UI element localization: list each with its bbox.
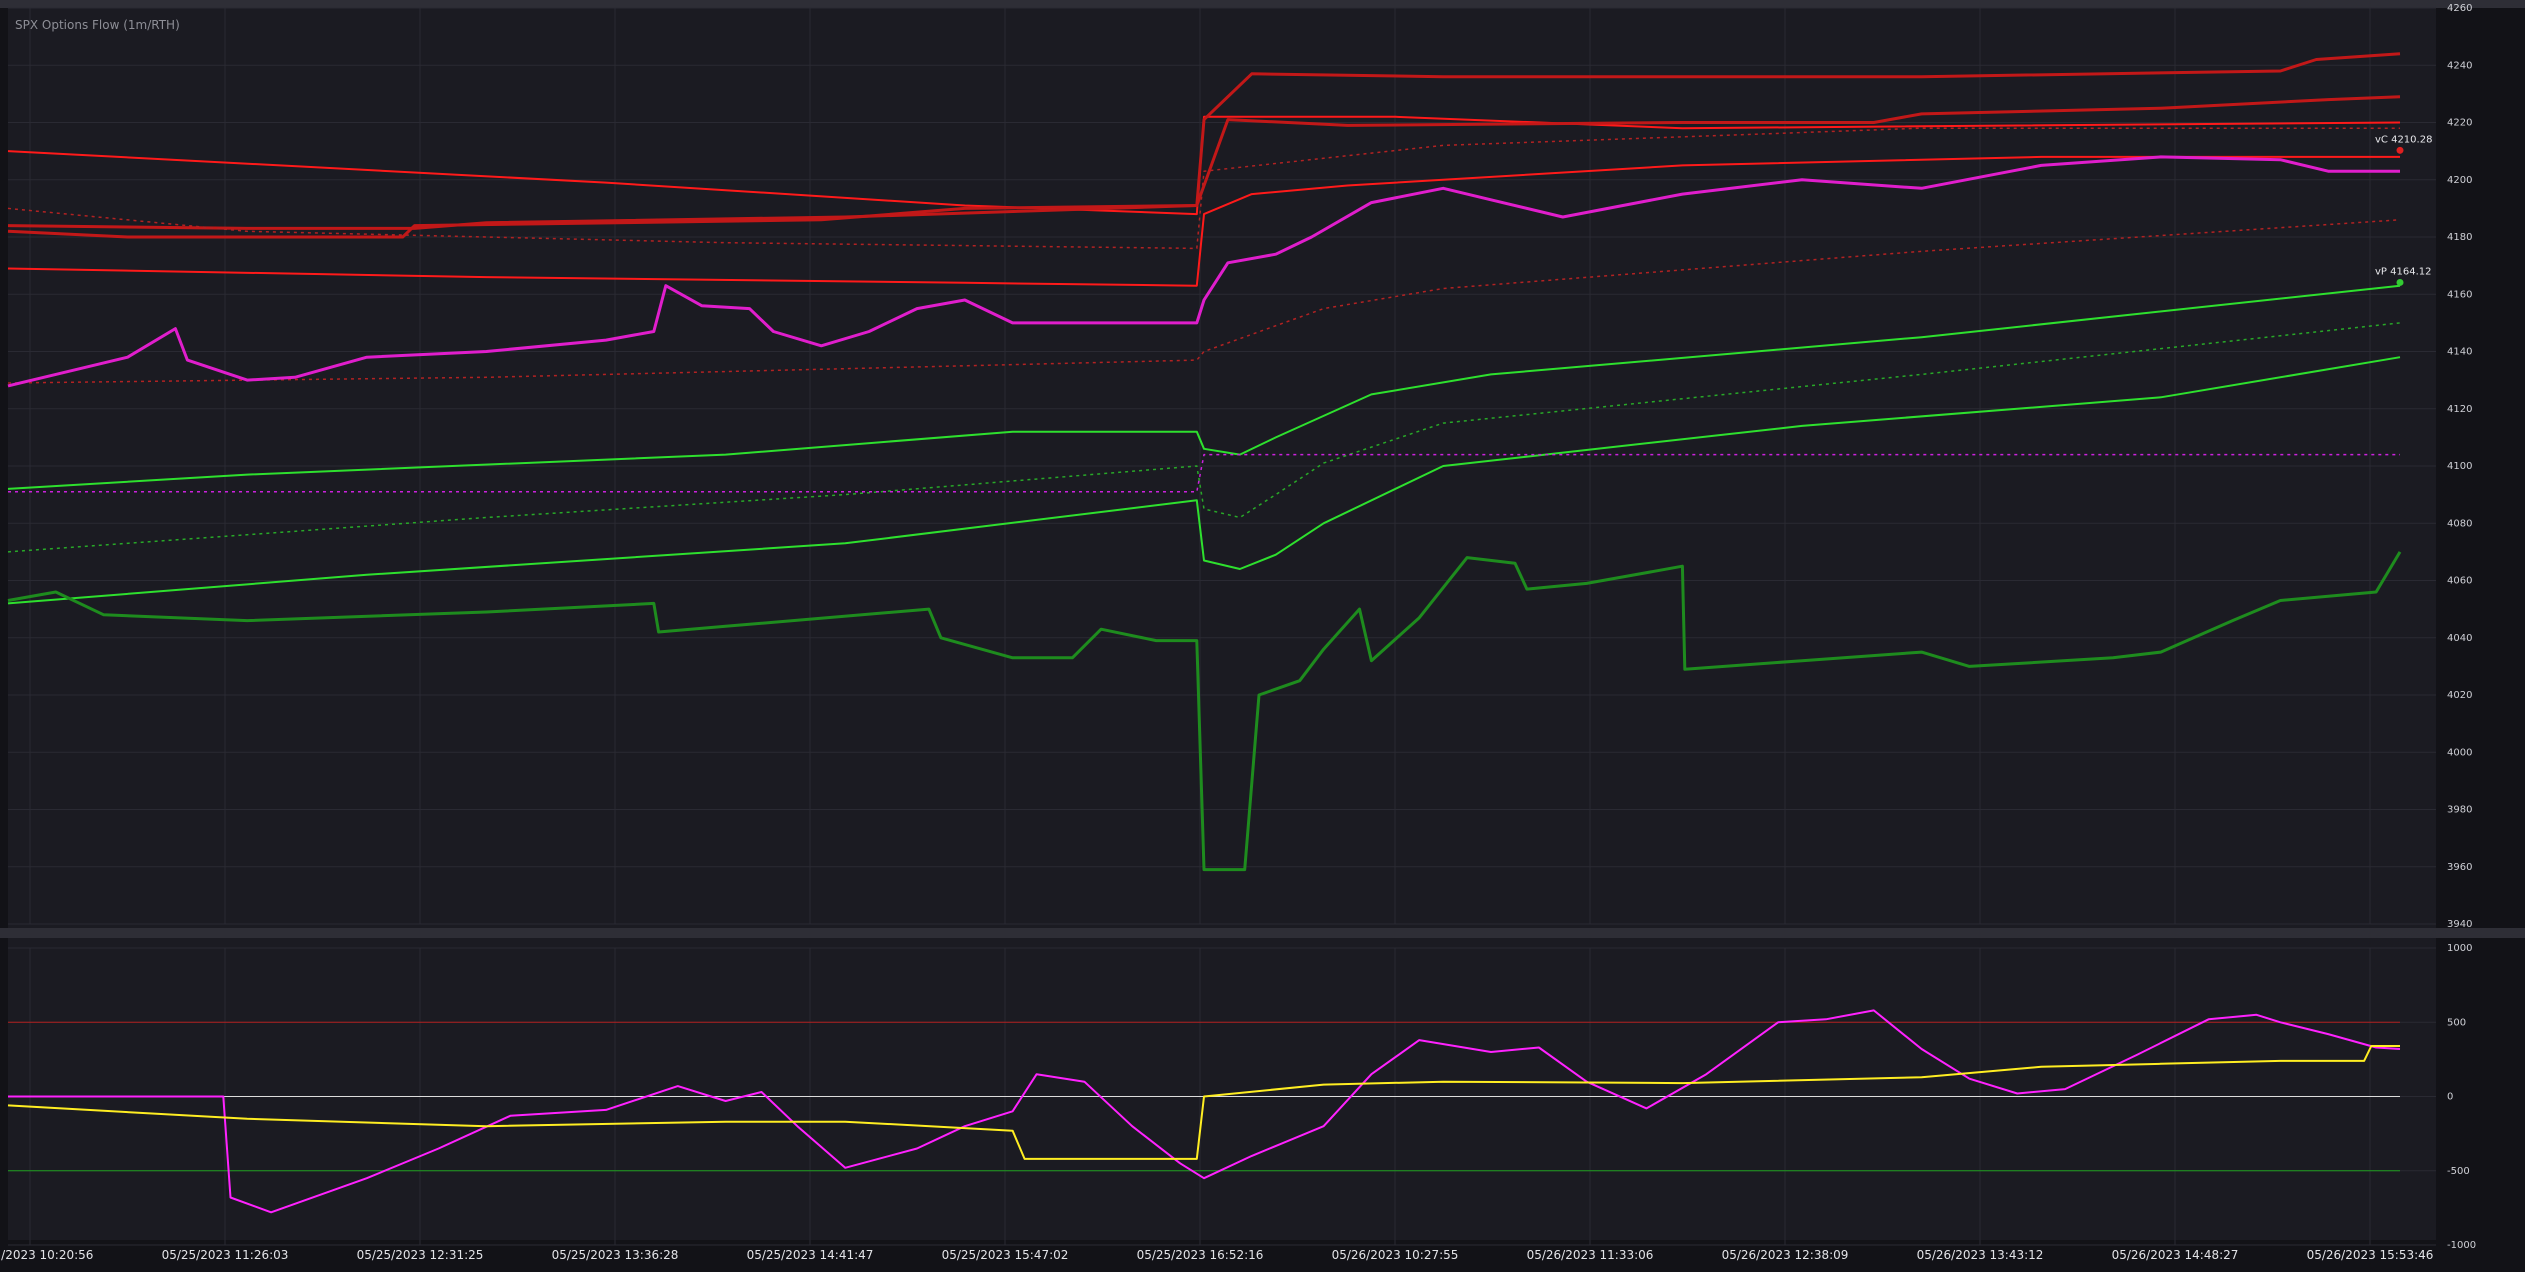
osc-series-line-1 — [7, 1045, 2400, 1160]
x-axis-ticks: 05/25/2023 10:20:56 05/25/2023 11:26:03 05… — [0, 1248, 2433, 1262]
price-y-tick-label: 4140 — [2447, 347, 2472, 358]
price-marker-label: vP 4164.12 — [2375, 266, 2431, 277]
x-tick-label: 05/25/2023 12:31:25 — [357, 1248, 484, 1262]
x-tick-label: 05/25/2023 13:36:28 — [552, 1248, 679, 1262]
price-y-tick-label: 4040 — [2447, 633, 2472, 644]
price-y-tick-label: 3960 — [2447, 862, 2472, 873]
x-tick-label: 05/26/2023 15:53:46 — [2307, 1248, 2434, 1262]
price-y-tick-label: 4200 — [2447, 175, 2472, 186]
panel-divider — [0, 928, 2525, 938]
osc-y-tick-label: -500 — [2447, 1166, 2470, 1177]
price-y-tick-label: 4000 — [2447, 747, 2472, 758]
series-lines — [7, 52, 2402, 1214]
price-series-line-8 — [7, 356, 2401, 605]
price-series-line-10 — [7, 155, 2400, 388]
price-y-tick-label: 4060 — [2447, 576, 2472, 587]
price-y-tick-label: 4220 — [2447, 118, 2472, 129]
x-tick-label: 05/25/2023 14:41:47 — [747, 1248, 874, 1262]
price-series-line-3 — [7, 155, 2400, 287]
price-y-tick-label: 4260 — [2447, 3, 2472, 14]
osc-y-tick-label: 500 — [2447, 1017, 2466, 1028]
price-y-tick-label: 4120 — [2447, 404, 2472, 415]
top-strip — [0, 0, 2525, 8]
price-series-line-2 — [7, 95, 2401, 230]
price-markers: vC 4210.28 vP 4164.12 — [2375, 134, 2432, 286]
price-marker-dot — [2396, 146, 2404, 154]
x-tick-label: 05/25/2023 15:47:02 — [942, 1248, 1069, 1262]
price-series-line-1 — [7, 52, 2401, 239]
price-y-tick-label: 3980 — [2447, 805, 2472, 816]
x-tick-label: 05/26/2023 12:38:09 — [1722, 1248, 1849, 1262]
osc-y-tick-label: 0 — [2447, 1092, 2453, 1103]
price-panel-background — [8, 8, 2436, 928]
x-tick-label: 05/25/2023 11:26:03 — [162, 1248, 289, 1262]
price-marker-dot — [2396, 278, 2404, 286]
price-y-tick-label: 4160 — [2447, 289, 2472, 300]
x-tick-label: 05/26/2023 10:27:55 — [1332, 1248, 1459, 1262]
osc-y-tick-label: 1000 — [2447, 943, 2472, 954]
x-tick-label: 05/26/2023 14:48:27 — [2112, 1248, 2239, 1262]
x-tick-label: 05/26/2023 13:43:12 — [1917, 1248, 2044, 1262]
x-tick-label: 05/25/2023 16:52:16 — [1137, 1248, 1264, 1262]
price-series-line-5 — [7, 219, 2401, 384]
chart-title: SPX Options Flow (1m/RTH) — [15, 18, 180, 32]
osc-series-line-0 — [8, 1009, 2401, 1214]
price-y-tick-label: 4180 — [2447, 232, 2472, 243]
osc-y-tick-label: -1000 — [2447, 1240, 2476, 1251]
price-series-line-6 — [7, 284, 2401, 490]
price-y-tick-label: 4100 — [2447, 461, 2472, 472]
oscillator-panel-background — [8, 938, 2436, 1240]
price-marker-label: vC 4210.28 — [2375, 134, 2432, 145]
x-tick-label: 05/26/2023 11:33:06 — [1527, 1248, 1654, 1262]
price-y-tick-label: 4240 — [2447, 60, 2472, 71]
price-y-tick-label: 4020 — [2447, 690, 2472, 701]
price-y-tick-label: 3940 — [2447, 919, 2472, 930]
price-series-line-9 — [7, 551, 2402, 872]
y-axis-ticks: 3940 3960 3980 4000 4020 4040 4060 4080 4100 4120… — [2447, 3, 2476, 1251]
price-y-tick-label: 4080 — [2447, 518, 2472, 529]
x-tick-label: 05/25/2023 10:20:56 — [0, 1248, 93, 1262]
